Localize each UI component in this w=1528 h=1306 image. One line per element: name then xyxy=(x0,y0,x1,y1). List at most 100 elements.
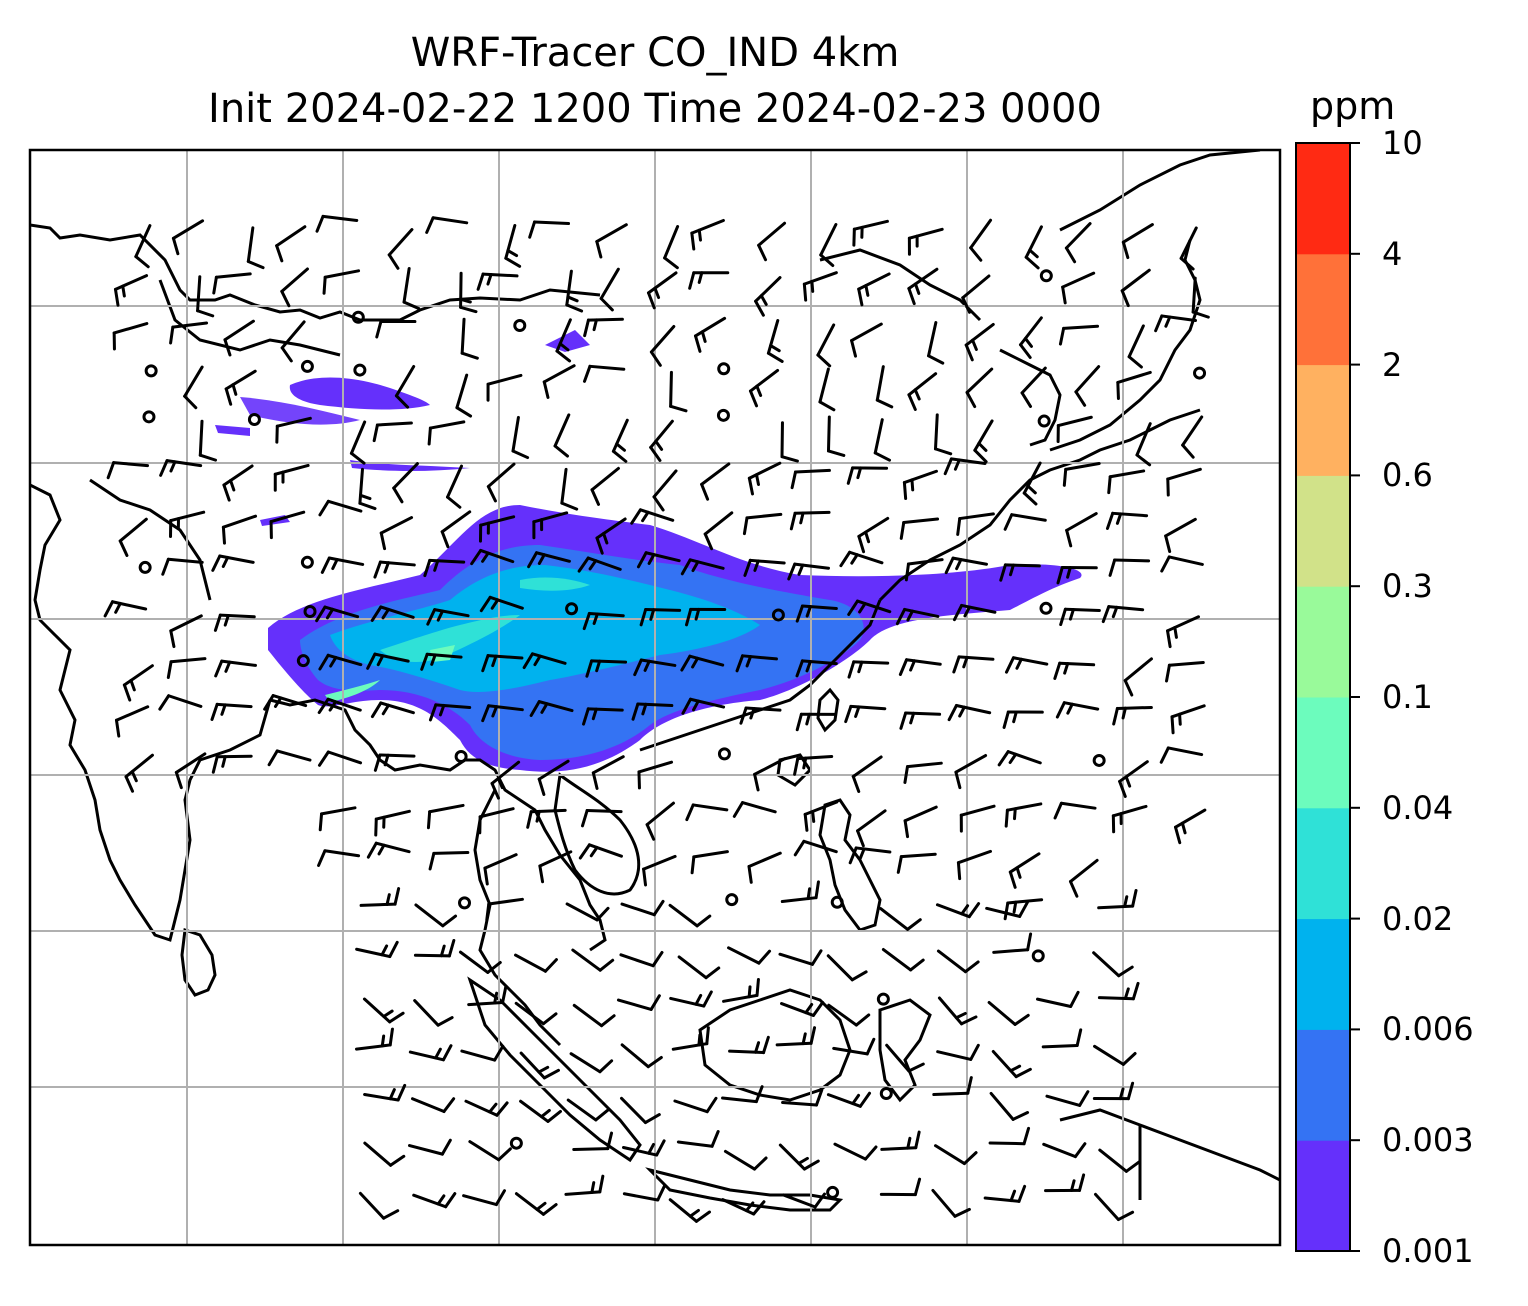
wind-barb-flag xyxy=(896,855,903,874)
wind-barb-shaft xyxy=(428,420,466,430)
wind-barb-flag xyxy=(865,1037,876,1056)
wind-barb-shaft xyxy=(781,1100,818,1107)
wind-barb-shaft xyxy=(692,850,729,859)
wind-barb-flag xyxy=(229,479,236,492)
wind-barb-flag xyxy=(964,343,974,362)
wind-barb-flag xyxy=(317,697,330,715)
wind-barb-shaft xyxy=(1097,996,1135,1001)
wind-barb-shaft xyxy=(754,276,782,303)
wind-barb-shaft xyxy=(688,697,726,709)
wind-barb-shaft xyxy=(991,1049,1018,1079)
wind-barb-flag xyxy=(595,240,603,259)
wind-barb-shaft xyxy=(905,761,943,769)
wind-barb-shaft xyxy=(965,367,994,394)
coast-malay-peninsula xyxy=(473,789,562,1047)
wind-barb-flag xyxy=(688,271,696,290)
wind-barb-flag xyxy=(161,557,170,576)
colorbar-tick-label: 0.6 xyxy=(1382,456,1433,495)
wind-barb-shaft xyxy=(903,607,940,618)
wind-barb-flag xyxy=(446,495,462,509)
calm-circle xyxy=(296,654,310,668)
wind-barb-flag xyxy=(813,1192,827,1209)
wind-barb-flag xyxy=(198,453,218,462)
wind-barb-flag xyxy=(749,707,756,720)
wind-barb-flag xyxy=(392,486,404,504)
wind-barb-flag xyxy=(1191,310,1210,319)
wind-barb-flag xyxy=(382,1009,394,1018)
wind-barb-flag xyxy=(565,303,584,313)
wind-barb-flag xyxy=(819,253,835,268)
colorbar-band xyxy=(1296,364,1350,476)
wind-barb-flag xyxy=(695,914,712,928)
wind-barb-shaft xyxy=(766,319,780,355)
wind-barb-flag xyxy=(864,284,870,297)
wind-barb-shaft xyxy=(326,499,363,513)
wind-barb-shaft xyxy=(1022,461,1042,495)
wind-barb-flag xyxy=(703,532,714,551)
wind-barb-shaft xyxy=(374,809,411,821)
wind-barb-shaft xyxy=(688,558,725,570)
wind-barb-flag xyxy=(580,809,589,828)
wind-barb-flag xyxy=(1115,512,1123,525)
wind-barb-flag xyxy=(582,611,591,631)
wind-barb-flag xyxy=(1075,1028,1083,1047)
wind-barb-flag xyxy=(214,659,224,678)
wind-barb-flag xyxy=(1074,390,1087,407)
wind-barb-flag xyxy=(858,1091,872,1108)
wind-barb-flag xyxy=(428,703,438,722)
colorbar-tick-label: 2 xyxy=(1382,345,1403,384)
wind-barb-shaft xyxy=(169,510,206,523)
wind-barb-shaft xyxy=(1006,898,1044,905)
wind-barb-flag xyxy=(969,1043,980,1061)
wind-barb-shaft xyxy=(927,321,938,358)
wind-barb-shaft xyxy=(490,760,521,785)
wind-barb-shaft xyxy=(1121,223,1154,244)
calm-circle xyxy=(513,319,527,333)
wind-barb-shaft xyxy=(530,652,567,665)
wind-barb-shaft xyxy=(171,219,205,240)
wind-barb-flag xyxy=(166,660,173,679)
wind-barb-flag xyxy=(159,459,169,477)
wind-barb-flag xyxy=(1023,336,1033,348)
wind-barb-shaft xyxy=(165,459,203,468)
wind-barb-flag xyxy=(490,781,500,800)
wind-barb-shaft xyxy=(663,225,680,260)
wind-barb-flag xyxy=(174,770,183,790)
wind-barb-shaft xyxy=(796,754,834,761)
wind-barb-shaft xyxy=(690,218,725,235)
wind-barb-flag xyxy=(504,256,522,268)
wind-barb-shaft xyxy=(320,806,357,816)
wind-barb-flag xyxy=(315,605,327,623)
wind-barb-flag xyxy=(809,1026,817,1045)
wind-barb-shaft xyxy=(1167,660,1205,667)
wind-barb-flag xyxy=(953,1207,971,1218)
wind-barb-shaft xyxy=(620,1043,650,1069)
wind-barb-flag xyxy=(267,749,279,767)
wind-barb-flag xyxy=(476,272,485,291)
plume-level-4 xyxy=(380,615,520,662)
wind-barb-flag xyxy=(694,1210,711,1223)
calm-circle xyxy=(138,560,152,574)
wind-barb-shaft xyxy=(560,467,568,505)
wind-barb-shaft xyxy=(375,421,413,427)
coast-new-guinea xyxy=(1059,1108,1280,1182)
wind-barb-shaft xyxy=(460,1049,497,1062)
wind-barb-shaft xyxy=(171,321,209,329)
wind-barb-flag xyxy=(811,1000,825,1017)
wind-barb-flag xyxy=(1019,343,1032,359)
wind-barb-flag xyxy=(806,887,812,901)
wind-barb-flag xyxy=(641,702,648,716)
wind-barb-flag xyxy=(1065,528,1073,548)
wind-barb-flag xyxy=(582,364,592,383)
wind-barb-flag xyxy=(1066,566,1072,579)
wind-barb-flag xyxy=(787,562,797,581)
tracer-plume xyxy=(215,330,1082,772)
wind-barb-shaft xyxy=(114,705,150,722)
wind-barb-flag xyxy=(851,1093,861,1106)
wind-barb-flag xyxy=(358,501,377,511)
wind-barb-flag xyxy=(895,607,907,626)
wind-barb-shaft xyxy=(907,372,938,397)
wind-barb-flag xyxy=(1179,256,1195,271)
wind-barb-shaft xyxy=(851,755,883,778)
wind-barb-shaft xyxy=(1166,615,1201,633)
